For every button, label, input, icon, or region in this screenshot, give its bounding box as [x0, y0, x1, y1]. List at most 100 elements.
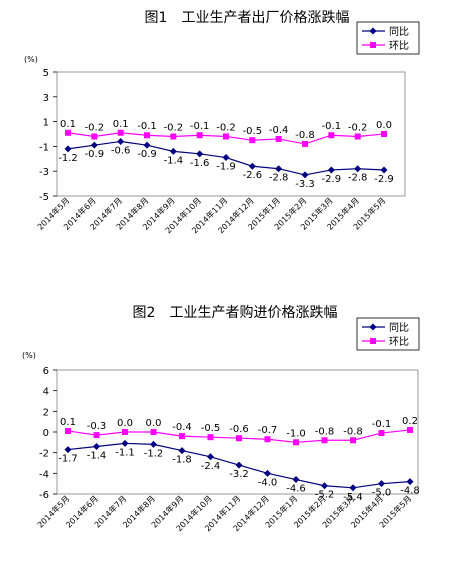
data-point-yoy: [64, 145, 72, 153]
legend-label: 同比: [389, 322, 409, 334]
data-point-yoy: [93, 442, 100, 450]
data-label-mom: 0.0: [146, 418, 162, 429]
data-point-mom: [117, 129, 124, 136]
data-label-mom: -0.4: [269, 125, 289, 136]
data-point-mom: [350, 437, 356, 444]
data-point-mom: [207, 434, 214, 441]
legend-label: 同比: [389, 26, 409, 38]
data-label-mom: -0.5: [201, 423, 221, 434]
data-point-yoy: [378, 480, 385, 488]
data-label-mom: -0.1: [190, 121, 210, 132]
data-label-mom: -0.2: [85, 122, 105, 133]
data-label-yoy: -3.3: [295, 179, 315, 190]
data-label-mom: -0.8: [343, 426, 363, 437]
y-tick-label: -4: [39, 469, 49, 480]
data-point-mom: [236, 435, 242, 442]
plot-area: [56, 71, 406, 197]
data-label-mom: -0.2: [164, 122, 184, 133]
data-label-yoy: -2.4: [201, 461, 221, 472]
data-point-yoy: [169, 147, 177, 155]
data-point-yoy: [321, 482, 328, 490]
data-point-yoy: [207, 453, 214, 461]
data-label-yoy: -0.9: [137, 149, 157, 160]
data-label-yoy: -4.0: [258, 477, 278, 488]
data-point-yoy: [406, 478, 414, 486]
data-label-mom: -0.1: [322, 121, 342, 132]
data-label-mom: -0.1: [372, 419, 392, 430]
data-label-yoy: -1.7: [58, 454, 78, 465]
data-point-mom: [65, 427, 71, 434]
data-label-yoy: -5.0: [372, 488, 392, 499]
data-point-yoy: [222, 154, 230, 162]
data-label-yoy: -1.9: [216, 162, 236, 173]
y-tick-label: -2: [39, 449, 49, 460]
data-point-yoy: [235, 461, 243, 469]
data-label-mom: 0.1: [60, 119, 76, 130]
data-label-mom: 0.1: [113, 119, 129, 130]
data-point-yoy: [178, 447, 186, 455]
y-tick-label: -6: [39, 490, 49, 501]
data-label-yoy: -1.6: [190, 158, 210, 169]
data-label-yoy: -2.9: [374, 174, 394, 185]
data-label-yoy: -5.4: [343, 492, 363, 503]
data-label-mom: -0.8: [295, 130, 315, 141]
data-point-mom: [302, 140, 308, 147]
data-point-yoy: [354, 165, 362, 173]
data-label-mom: -0.8: [315, 426, 335, 437]
chart-title: 图1 工业生产者出厂价格涨跌幅: [145, 10, 350, 26]
data-label-mom: -1.0: [286, 428, 306, 439]
data-point-mom: [122, 429, 128, 435]
data-label-mom: 0.0: [376, 120, 392, 131]
data-point-yoy: [349, 484, 357, 492]
y-unit-label: (%): [24, 55, 38, 64]
data-label-mom: 0.1: [60, 417, 76, 428]
data-point-yoy: [150, 440, 157, 448]
chart-title: 图2 工业生产者购进价格涨跌幅: [133, 305, 338, 321]
data-label-yoy: -4.8: [400, 486, 420, 497]
data-point-yoy: [143, 141, 151, 149]
data-label-yoy: -1.4: [164, 155, 184, 166]
data-point-yoy: [117, 137, 125, 145]
y-unit-label: (%): [22, 351, 36, 360]
data-point-mom: [249, 137, 256, 144]
y-tick-label: 5: [43, 68, 49, 79]
data-point-mom: [223, 133, 229, 140]
data-label-mom: -0.5: [243, 126, 263, 137]
y-tick-label: 6: [43, 366, 49, 377]
data-label-yoy: -1.2: [58, 153, 78, 164]
data-label-yoy: -0.9: [85, 149, 105, 160]
data-point-mom: [91, 133, 98, 140]
legend-marker: [369, 323, 377, 331]
data-point-yoy: [380, 166, 388, 174]
data-label-yoy: -2.6: [243, 170, 263, 181]
legend-box: [356, 21, 420, 55]
data-point-yoy: [275, 165, 283, 173]
data-point-mom: [179, 433, 185, 440]
legend-marker: [369, 27, 377, 35]
data-label-mom: -0.2: [216, 122, 236, 133]
data-point-yoy: [196, 150, 204, 158]
legend-label: 环比: [389, 336, 409, 348]
data-point-mom: [93, 432, 100, 439]
legend-marker: [370, 338, 376, 344]
data-label-yoy: -1.8: [172, 455, 192, 466]
data-point-yoy: [292, 476, 300, 484]
data-label-mom: -0.3: [87, 421, 107, 432]
data-label-yoy: -2.9: [322, 174, 342, 185]
data-label-mom: -0.1: [137, 121, 157, 132]
data-point-mom: [275, 135, 282, 142]
data-label-yoy: -0.6: [111, 145, 131, 156]
chart-2: 图2 工业生产者购进价格涨跌幅(%)6420-2-4-62014年5月2014年…: [22, 305, 420, 533]
data-point-mom: [381, 131, 387, 137]
y-tick-label: 1: [43, 118, 49, 129]
y-tick-label: 3: [43, 93, 49, 104]
data-point-mom: [150, 429, 157, 435]
data-point-mom: [354, 133, 361, 140]
data-point-mom: [170, 133, 177, 140]
y-tick-label: 4: [43, 387, 49, 398]
legend-label: 环比: [389, 40, 409, 52]
y-tick-label: 2: [43, 407, 49, 418]
